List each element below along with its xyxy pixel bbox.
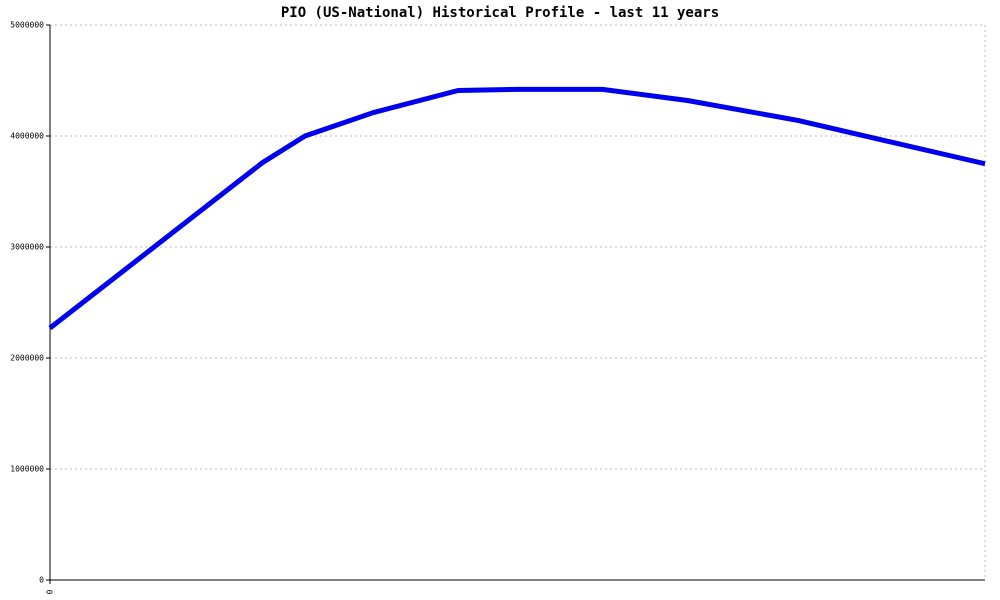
y-tick-label: 1000000 [10,465,44,474]
y-tick-label: 0 [39,576,44,585]
y-tick-label: 2000000 [10,354,44,363]
y-tick-label: 5000000 [10,21,44,30]
line-series [48,86,986,331]
chart-title: PIO (US-National) Historical Profile - l… [281,5,719,21]
x-tick-label: 0 [46,589,55,594]
y-tick-label: 4000000 [10,132,44,141]
y-tick-label: 3000000 [10,243,44,252]
